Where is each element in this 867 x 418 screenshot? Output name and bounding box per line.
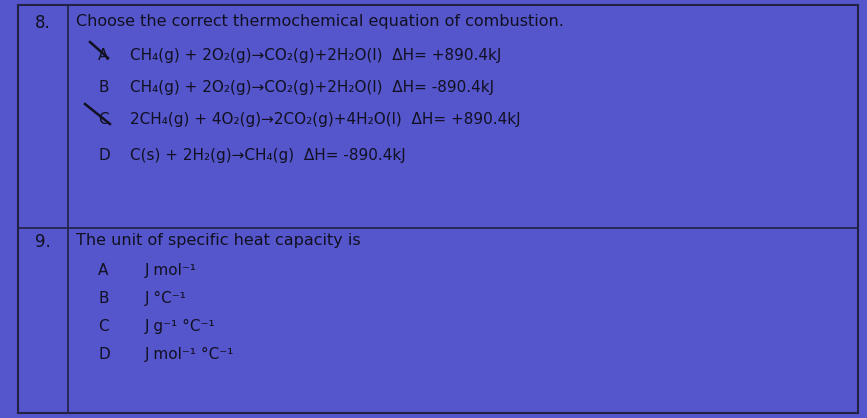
Text: J mol⁻¹ °C⁻¹: J mol⁻¹ °C⁻¹ — [145, 347, 234, 362]
Text: B: B — [98, 80, 108, 95]
Text: 2CH₄(g) + 4O₂(g)→2CO₂(g)+4H₂O(l)  ΔH= +890.4kJ: 2CH₄(g) + 4O₂(g)→2CO₂(g)+4H₂O(l) ΔH= +89… — [130, 112, 520, 127]
Text: CH₄(g) + 2O₂(g)→CO₂(g)+2H₂O(l)  ΔH= -890.4kJ: CH₄(g) + 2O₂(g)→CO₂(g)+2H₂O(l) ΔH= -890.… — [130, 80, 494, 95]
Text: B: B — [98, 291, 108, 306]
Text: A: A — [98, 263, 108, 278]
Text: J mol⁻¹: J mol⁻¹ — [145, 263, 197, 278]
Text: Choose the correct thermochemical equation of combustion.: Choose the correct thermochemical equati… — [76, 14, 564, 29]
Text: D: D — [98, 148, 110, 163]
Text: 8.: 8. — [36, 14, 51, 32]
Text: C(s) + 2H₂(g)→CH₄(g)  ΔH= -890.4kJ: C(s) + 2H₂(g)→CH₄(g) ΔH= -890.4kJ — [130, 148, 406, 163]
Text: J °C⁻¹: J °C⁻¹ — [145, 291, 187, 306]
Text: A: A — [98, 48, 108, 63]
Text: C: C — [98, 319, 108, 334]
Text: CH₄(g) + 2O₂(g)→CO₂(g)+2H₂O(l)  ΔH= +890.4kJ: CH₄(g) + 2O₂(g)→CO₂(g)+2H₂O(l) ΔH= +890.… — [130, 48, 501, 63]
Text: 9.: 9. — [36, 233, 51, 251]
Text: D: D — [98, 347, 110, 362]
Text: J g⁻¹ °C⁻¹: J g⁻¹ °C⁻¹ — [145, 319, 216, 334]
Text: C: C — [98, 112, 108, 127]
Text: The unit of specific heat capacity is: The unit of specific heat capacity is — [76, 233, 361, 248]
